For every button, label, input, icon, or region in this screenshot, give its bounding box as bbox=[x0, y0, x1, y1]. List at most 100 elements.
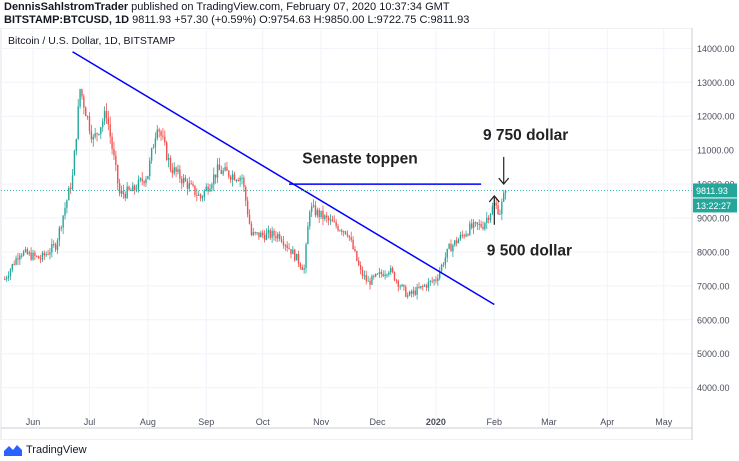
candle-body bbox=[160, 131, 162, 136]
price-axis[interactable]: 4000.00 5000.00 6000.00 7000.00 8000.00 9000.… bbox=[691, 28, 737, 440]
y-tick-label: 14000.00 bbox=[697, 44, 735, 54]
candle-body bbox=[403, 284, 405, 287]
grid bbox=[1, 28, 692, 428]
candle-body bbox=[471, 223, 473, 228]
candle-body bbox=[412, 290, 415, 294]
candle-body bbox=[397, 280, 399, 287]
candle-body bbox=[484, 222, 486, 229]
candle-body bbox=[363, 275, 366, 277]
candle-body bbox=[286, 245, 288, 248]
candle-body bbox=[324, 215, 326, 219]
candle-body bbox=[499, 213, 501, 215]
high-value: 9850.00 bbox=[324, 14, 365, 26]
tradingview-logo-icon bbox=[4, 445, 22, 456]
candle-body bbox=[243, 177, 245, 187]
candle-body bbox=[17, 258, 19, 260]
candle-body bbox=[435, 279, 437, 281]
candle-body bbox=[9, 269, 12, 276]
candle-body bbox=[182, 177, 185, 184]
candle-body bbox=[162, 135, 164, 137]
candle-body bbox=[228, 170, 230, 177]
candle-body bbox=[312, 205, 315, 207]
candle-body bbox=[154, 138, 157, 148]
candle-body bbox=[489, 213, 492, 220]
candle-body bbox=[305, 244, 307, 269]
candle-body bbox=[491, 206, 494, 214]
candle-body bbox=[111, 136, 113, 149]
candle-body bbox=[66, 200, 68, 208]
candle-body bbox=[34, 252, 36, 256]
ohlc-line: BITSTAMP:BTCUSD, 1D 9811.93 +57.30 (+0.5… bbox=[4, 14, 469, 27]
last-price-tag bbox=[693, 183, 737, 198]
candle-body bbox=[292, 249, 294, 255]
candle-body bbox=[482, 226, 484, 229]
candle-body bbox=[254, 232, 256, 234]
candle-body bbox=[465, 234, 467, 237]
candle-body bbox=[504, 190, 507, 194]
candle-body bbox=[24, 249, 27, 252]
candle-body bbox=[425, 285, 428, 288]
annotation-text: 9 750 dollar bbox=[483, 127, 568, 144]
candle-body bbox=[391, 268, 394, 273]
candle-body bbox=[226, 167, 228, 171]
chart-frame bbox=[0, 28, 693, 440]
time-axis[interactable]: Jun Jul Aug Sep Oct Nov Dec 2020 Feb Mar Apr May bbox=[1, 417, 692, 429]
brand-name[interactable]: TradingView bbox=[26, 444, 87, 456]
candle-body bbox=[346, 233, 349, 236]
candle-body bbox=[196, 194, 198, 196]
candle-body bbox=[21, 255, 23, 257]
candle-body bbox=[463, 235, 465, 237]
candle-body bbox=[448, 243, 450, 249]
candle-body bbox=[374, 273, 377, 277]
arrow-head bbox=[488, 195, 500, 203]
candle-body bbox=[497, 205, 499, 215]
author-name[interactable]: DennisSahlstromTrader bbox=[4, 1, 129, 13]
candle-body bbox=[399, 286, 401, 288]
candle-body bbox=[103, 110, 106, 122]
drawings: Senaste toppen 9 750 dollar 9 500 dollar bbox=[1, 51, 692, 306]
candle-body bbox=[141, 178, 143, 182]
candle-body bbox=[211, 184, 213, 189]
candle-body bbox=[269, 230, 271, 238]
y-tick-label: 6000.00 bbox=[697, 315, 730, 325]
candle-body bbox=[418, 286, 420, 288]
close-value: 9811.93 bbox=[430, 14, 470, 26]
y-tick-label: 4000.00 bbox=[697, 383, 730, 393]
candle-body bbox=[241, 177, 243, 179]
candle-body bbox=[32, 252, 34, 260]
candle-body bbox=[384, 274, 386, 277]
candle-body bbox=[53, 244, 55, 246]
y-tick-label: 13000.00 bbox=[697, 78, 735, 88]
candle-body bbox=[49, 252, 51, 255]
candle-body bbox=[124, 193, 126, 198]
candle-body bbox=[288, 247, 290, 250]
candle-body bbox=[88, 116, 91, 131]
candle-body bbox=[68, 187, 70, 201]
chart-header: DennisSahlstromTrader published on Tradi… bbox=[0, 0, 739, 28]
candle-body bbox=[480, 223, 482, 227]
candle-body bbox=[13, 264, 15, 266]
candle-body bbox=[352, 239, 354, 250]
candle-body bbox=[62, 215, 64, 228]
y-tick-label: 7000.00 bbox=[697, 281, 730, 291]
candle-body bbox=[79, 89, 81, 107]
candle-body bbox=[51, 244, 53, 253]
candle-body bbox=[314, 205, 317, 216]
candle-body bbox=[5, 277, 8, 280]
candle-body bbox=[320, 210, 322, 218]
candle-body bbox=[145, 179, 147, 184]
candle-body bbox=[139, 178, 142, 180]
candle-body bbox=[248, 214, 251, 224]
candle-body bbox=[386, 274, 388, 276]
candle-body bbox=[203, 190, 206, 197]
price-chart[interactable]: Bitcoin / U.S. Dollar, 1D, BITSTAMP Sena… bbox=[0, 28, 739, 440]
candle-body bbox=[446, 248, 448, 258]
x-tick-label: Sep bbox=[198, 417, 214, 427]
candle-body bbox=[150, 148, 153, 161]
candle-body bbox=[92, 136, 94, 140]
x-tick-label: Feb bbox=[487, 417, 503, 427]
candle-body bbox=[450, 243, 452, 252]
candle-body bbox=[401, 284, 403, 287]
candle-body bbox=[263, 234, 266, 240]
candle-body bbox=[388, 272, 390, 275]
